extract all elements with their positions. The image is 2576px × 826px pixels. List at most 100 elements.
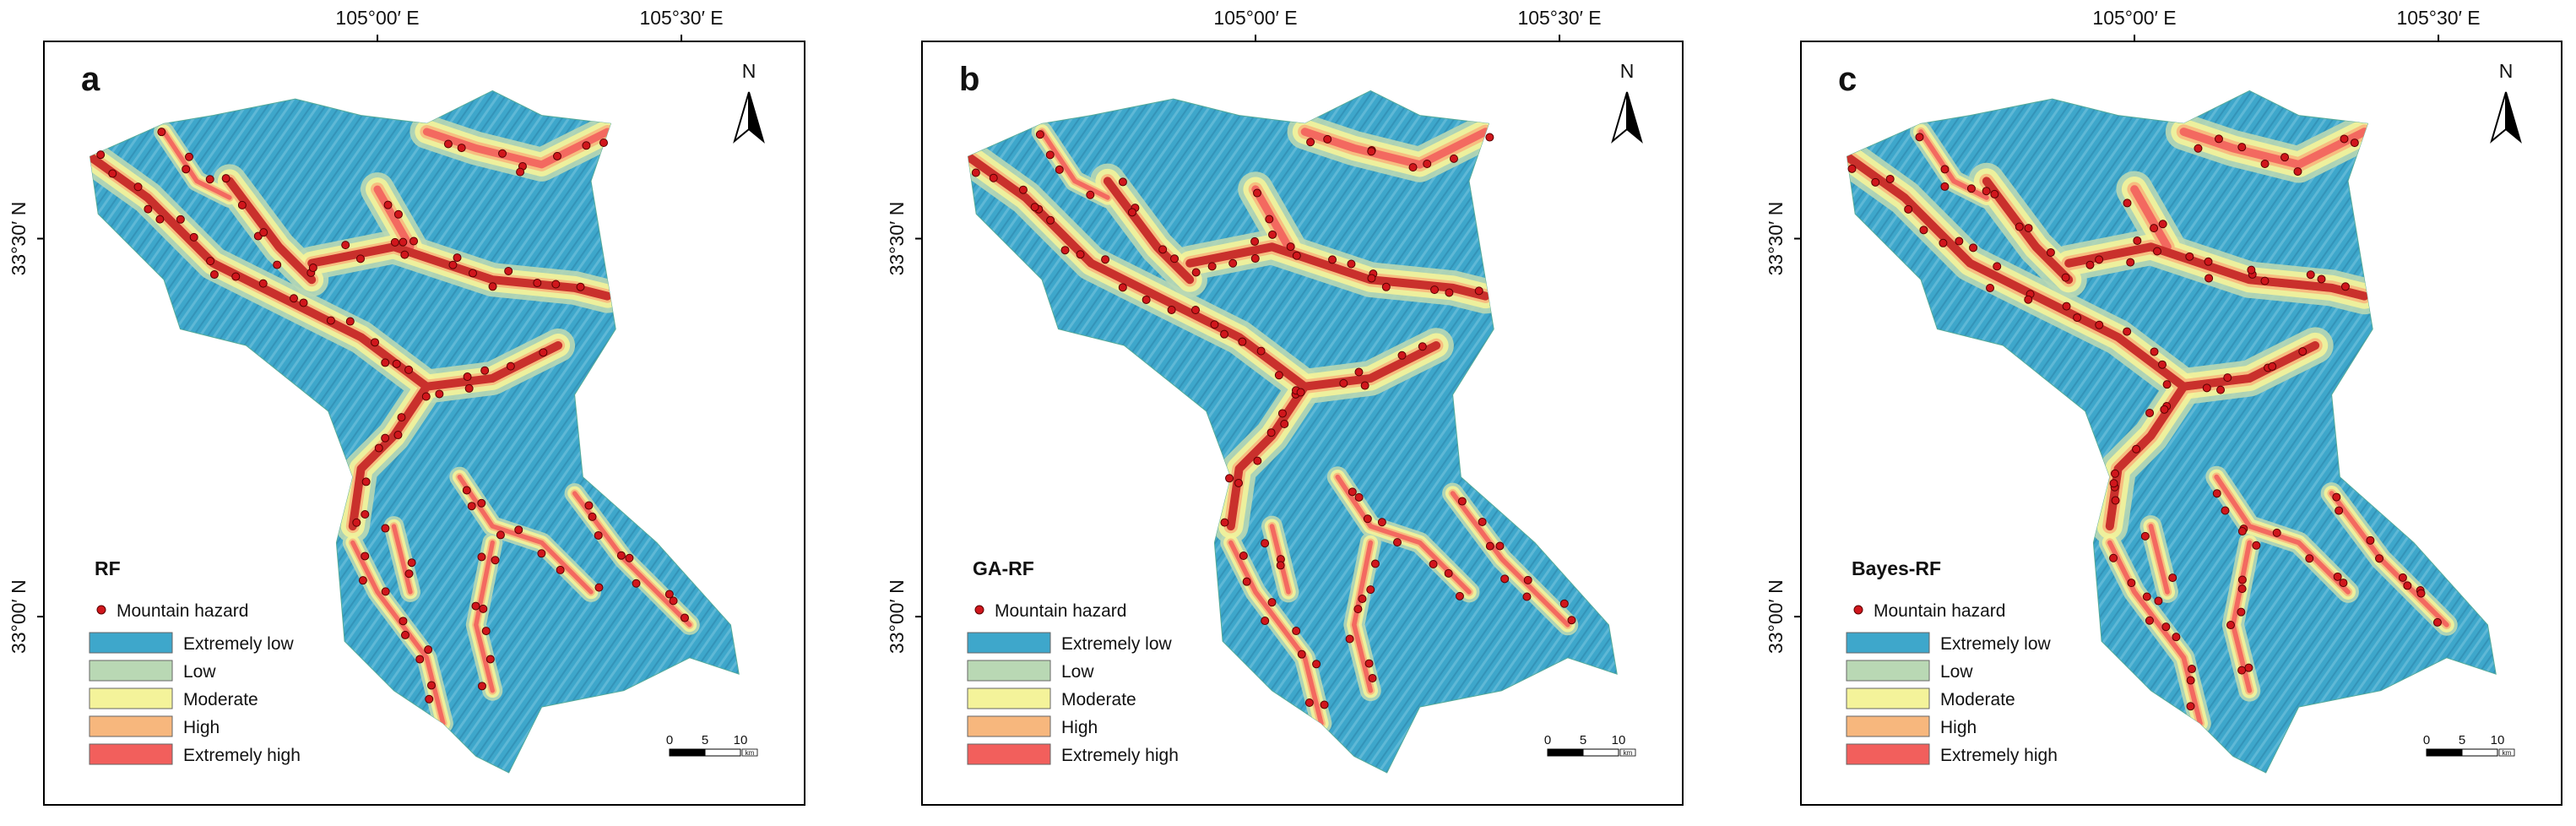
hazard-point [2109, 553, 2118, 562]
hazard-point [1523, 575, 1532, 584]
hazard-point [1238, 337, 1247, 346]
legend-label: Extremely high [1940, 746, 2058, 765]
hazard-point [457, 144, 466, 153]
legend-swatch [89, 660, 173, 682]
hazard-point [516, 167, 525, 177]
hazard-point [582, 141, 591, 150]
scale-unit-box [1619, 748, 1636, 757]
hazard-point [496, 530, 505, 540]
zone-band [391, 524, 413, 595]
legend-title: RF [95, 557, 121, 579]
hazard-point [1969, 243, 1978, 253]
hazard-point [1339, 378, 1348, 388]
hazard-point [397, 413, 406, 422]
legend-hazard-label: Mountain hazard [1874, 601, 2005, 621]
hazard-point [205, 175, 214, 184]
hazard-point [1101, 255, 1110, 264]
hazard-point [2432, 617, 2442, 627]
hazard-point [2332, 492, 2341, 502]
legend-title: GA-RF [973, 557, 1034, 579]
hazard-point [425, 694, 434, 704]
legend-swatch [1846, 715, 1930, 737]
hazard-point [2237, 666, 2247, 675]
zone-band [2148, 524, 2170, 595]
hazard-point [1418, 342, 1427, 351]
hazard-point [479, 604, 488, 613]
hazard-point [1266, 428, 1276, 437]
zone-band [2179, 128, 2369, 169]
hazard-point [1377, 518, 1386, 527]
hazard-point [2268, 361, 2277, 371]
hazard-point [1990, 189, 1999, 198]
hazard-point [1030, 203, 1039, 212]
hazard-point [381, 524, 390, 533]
hazard-point [1392, 538, 1402, 547]
hazard-point [477, 682, 486, 691]
hazard-point [1522, 592, 1532, 601]
hazard-point [182, 165, 191, 174]
hazard-point [299, 298, 308, 307]
north-label: N [742, 60, 757, 82]
hazard-point [1225, 474, 1234, 483]
hazard-point [2127, 579, 2136, 588]
hazard-point [481, 627, 491, 636]
hazard-point [498, 149, 507, 158]
hazard-point [463, 372, 472, 382]
hazard-point [1323, 134, 1332, 144]
hazard-point [2298, 347, 2308, 356]
hazard-point [185, 152, 194, 161]
scale-bar-label: 0 [1544, 733, 1551, 747]
legend-swatch [1846, 743, 1930, 765]
hazard-point [2317, 274, 2326, 284]
hazard-point [1274, 371, 1283, 380]
hazard-point [407, 558, 416, 568]
hazard-point [664, 590, 674, 599]
hazard-point [1993, 262, 2002, 271]
hazard-point [426, 681, 436, 690]
hazard-point [1035, 130, 1044, 139]
hazard-point [393, 431, 403, 440]
hazard-point [2187, 665, 2196, 674]
legend-label: Extremely low [1061, 634, 1173, 654]
hazard-point [400, 250, 409, 259]
hazard-point [133, 182, 143, 192]
hazard-point [1261, 539, 1270, 548]
hazard-point [390, 237, 399, 247]
hazard-point [2260, 276, 2270, 285]
hazard-point [2272, 528, 2281, 537]
legend-label: Extremely low [1940, 634, 2052, 654]
hazard-point [2153, 247, 2162, 256]
scale-bar-label: 10 [1612, 733, 1626, 747]
hazard-point [2154, 596, 2163, 606]
hazard-point [1457, 497, 1467, 506]
hazard-point [2015, 222, 2024, 231]
legend-swatch [967, 715, 1051, 737]
hazard-point [556, 565, 565, 574]
hazard-point [409, 236, 419, 246]
hazard-point [1306, 138, 1315, 147]
hazard-point [1250, 236, 1260, 246]
hazard-point [2123, 327, 2132, 336]
hazard-point [1368, 673, 1377, 682]
hazard-point [1940, 182, 1950, 191]
hazard-point [477, 498, 486, 508]
hazard-point [1170, 254, 1180, 264]
zone-core [1982, 177, 2074, 285]
hazard-point [2024, 295, 2033, 304]
north-arrow-right [748, 91, 765, 144]
legend-hazard-label: Mountain hazard [117, 601, 248, 621]
hazard-point [1358, 595, 1367, 604]
hazard-point [533, 279, 542, 288]
hazard-point [308, 264, 317, 273]
hazard-point [1292, 251, 1301, 260]
hazard-point [680, 613, 689, 622]
hazard-point [1127, 208, 1136, 217]
hazard-point [1559, 599, 1569, 608]
hazard-point [1847, 164, 1857, 173]
hazard-point [1500, 574, 1510, 584]
zone-core [307, 242, 612, 301]
hazard-point [1495, 541, 1505, 551]
hazard-point [231, 272, 241, 281]
longitude-label: 105°30′ E [639, 7, 723, 29]
